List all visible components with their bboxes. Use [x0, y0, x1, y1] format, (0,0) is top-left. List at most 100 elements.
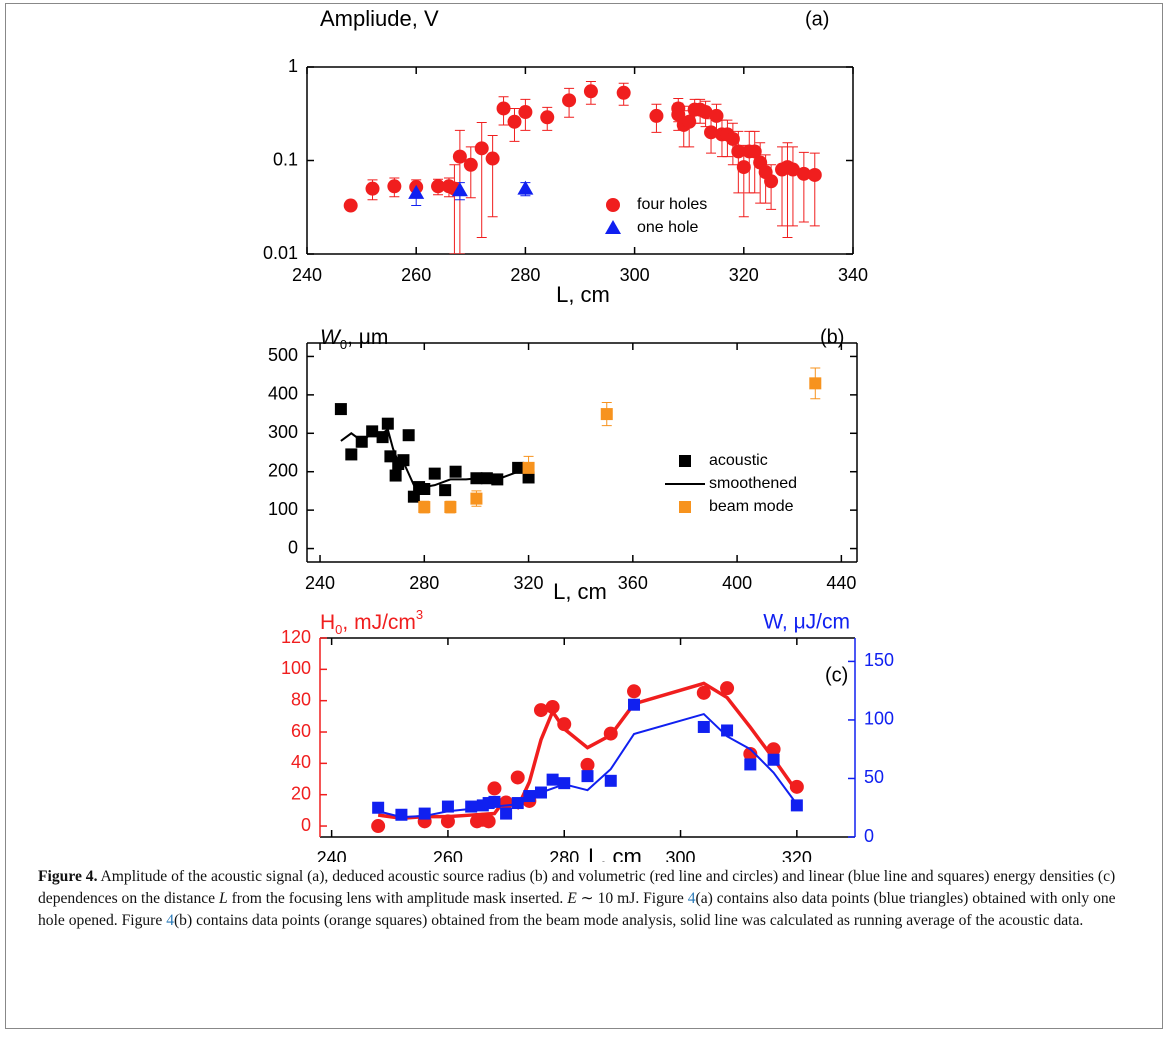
marker	[343, 198, 358, 213]
x-tick-label: 320	[782, 848, 812, 862]
line	[340, 427, 529, 491]
marker	[600, 408, 613, 421]
error-bar	[476, 121, 487, 239]
marker	[606, 198, 620, 212]
legend-label: one hole	[637, 219, 698, 236]
marker	[731, 144, 746, 159]
caption-text: L	[219, 890, 228, 907]
marker	[428, 467, 441, 480]
marker	[679, 501, 691, 513]
marker	[334, 403, 347, 416]
marker	[581, 770, 594, 783]
error-bar	[782, 142, 793, 239]
x-tick-label: 300	[666, 848, 696, 862]
legend-label: beam mode	[709, 498, 794, 515]
y-tick-label: 120	[281, 627, 311, 647]
y-tick-label: 200	[268, 460, 298, 480]
marker	[809, 377, 822, 390]
marker	[474, 141, 489, 156]
marker	[649, 108, 664, 123]
marker	[583, 84, 598, 99]
x-tick-label: 320	[729, 265, 759, 285]
legend-label: four holes	[637, 196, 707, 213]
marker	[512, 461, 525, 474]
legend-label: acoustic	[709, 452, 768, 469]
marker	[807, 167, 822, 182]
marker	[697, 720, 710, 733]
y-tick-label: 80	[291, 689, 311, 709]
marker	[381, 417, 394, 430]
marker	[533, 703, 548, 718]
y-axis-label-part: 0	[335, 622, 342, 637]
x-tick-label: 240	[305, 573, 335, 593]
marker	[785, 162, 800, 177]
caption-text: from the focusing lens with amplitude ma…	[227, 890, 568, 907]
marker	[682, 114, 697, 129]
caption-text: ∼ 10 mJ	[576, 890, 636, 907]
caption: Figure 4. Amplitude of the acoustic sign…	[38, 866, 1134, 932]
y2-axis-label: W, μJ/cm	[763, 611, 850, 634]
marker	[540, 110, 555, 125]
y-tick-label: 100	[281, 658, 311, 678]
marker	[580, 757, 595, 772]
marker	[558, 777, 571, 790]
marker	[522, 461, 535, 474]
y-tick-label: 300	[268, 422, 298, 442]
marker	[605, 220, 621, 234]
marker	[616, 85, 631, 100]
y-tick-label: 500	[268, 345, 298, 365]
caption-text: Amplitude of the acoustic signal (a), de…	[38, 868, 1116, 907]
marker	[408, 184, 425, 199]
x-tick-label: 260	[433, 848, 463, 862]
y-tick-label: 400	[268, 384, 298, 404]
marker	[500, 807, 513, 820]
y2-tick-label: 50	[864, 767, 884, 787]
error-bar	[787, 146, 798, 227]
line	[377, 681, 799, 820]
y-tick-label: 0	[301, 815, 311, 835]
x-tick-label: 280	[510, 265, 540, 285]
marker	[487, 781, 502, 796]
marker	[507, 114, 522, 129]
marker	[704, 125, 719, 140]
marker	[452, 149, 467, 164]
caption-link[interactable]: 4	[166, 912, 174, 929]
marker	[517, 180, 534, 195]
caption-text: (b) contains data points (orange squares…	[173, 912, 1084, 929]
y-axis-label-part: 0	[340, 337, 347, 352]
marker	[725, 131, 740, 146]
x-tick-label: 340	[838, 265, 868, 285]
marker	[444, 501, 457, 514]
marker	[345, 448, 358, 461]
marker	[522, 471, 535, 484]
marker	[491, 473, 504, 486]
marker	[709, 108, 724, 123]
marker	[510, 770, 525, 785]
marker	[463, 157, 478, 172]
marker	[720, 681, 735, 696]
x-tick-label: 280	[549, 848, 579, 862]
x-axis-label: L, cm	[588, 844, 642, 862]
y-tick-label: 0	[288, 537, 298, 557]
marker	[744, 758, 757, 771]
marker	[418, 807, 431, 820]
y-tick-label: 60	[291, 721, 311, 741]
x-axis-label: L, cm	[556, 282, 610, 307]
marker	[395, 808, 408, 821]
marker	[439, 484, 452, 497]
marker	[465, 800, 478, 813]
marker	[518, 105, 533, 120]
panel-label: (c)	[825, 664, 848, 686]
marker	[389, 469, 402, 482]
y-tick-label: 100	[268, 499, 298, 519]
marker	[397, 454, 410, 467]
caption-link[interactable]: 4	[687, 890, 696, 907]
y-axis-label-part: H	[320, 611, 335, 634]
marker	[407, 490, 420, 503]
line	[377, 712, 798, 819]
marker	[431, 179, 446, 194]
marker	[736, 160, 751, 175]
marker	[441, 800, 454, 813]
x-tick-label: 260	[401, 265, 431, 285]
